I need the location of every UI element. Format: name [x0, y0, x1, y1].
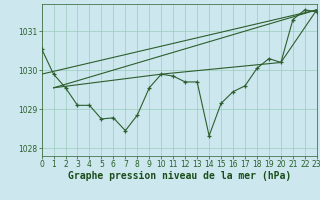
- X-axis label: Graphe pression niveau de la mer (hPa): Graphe pression niveau de la mer (hPa): [68, 171, 291, 181]
